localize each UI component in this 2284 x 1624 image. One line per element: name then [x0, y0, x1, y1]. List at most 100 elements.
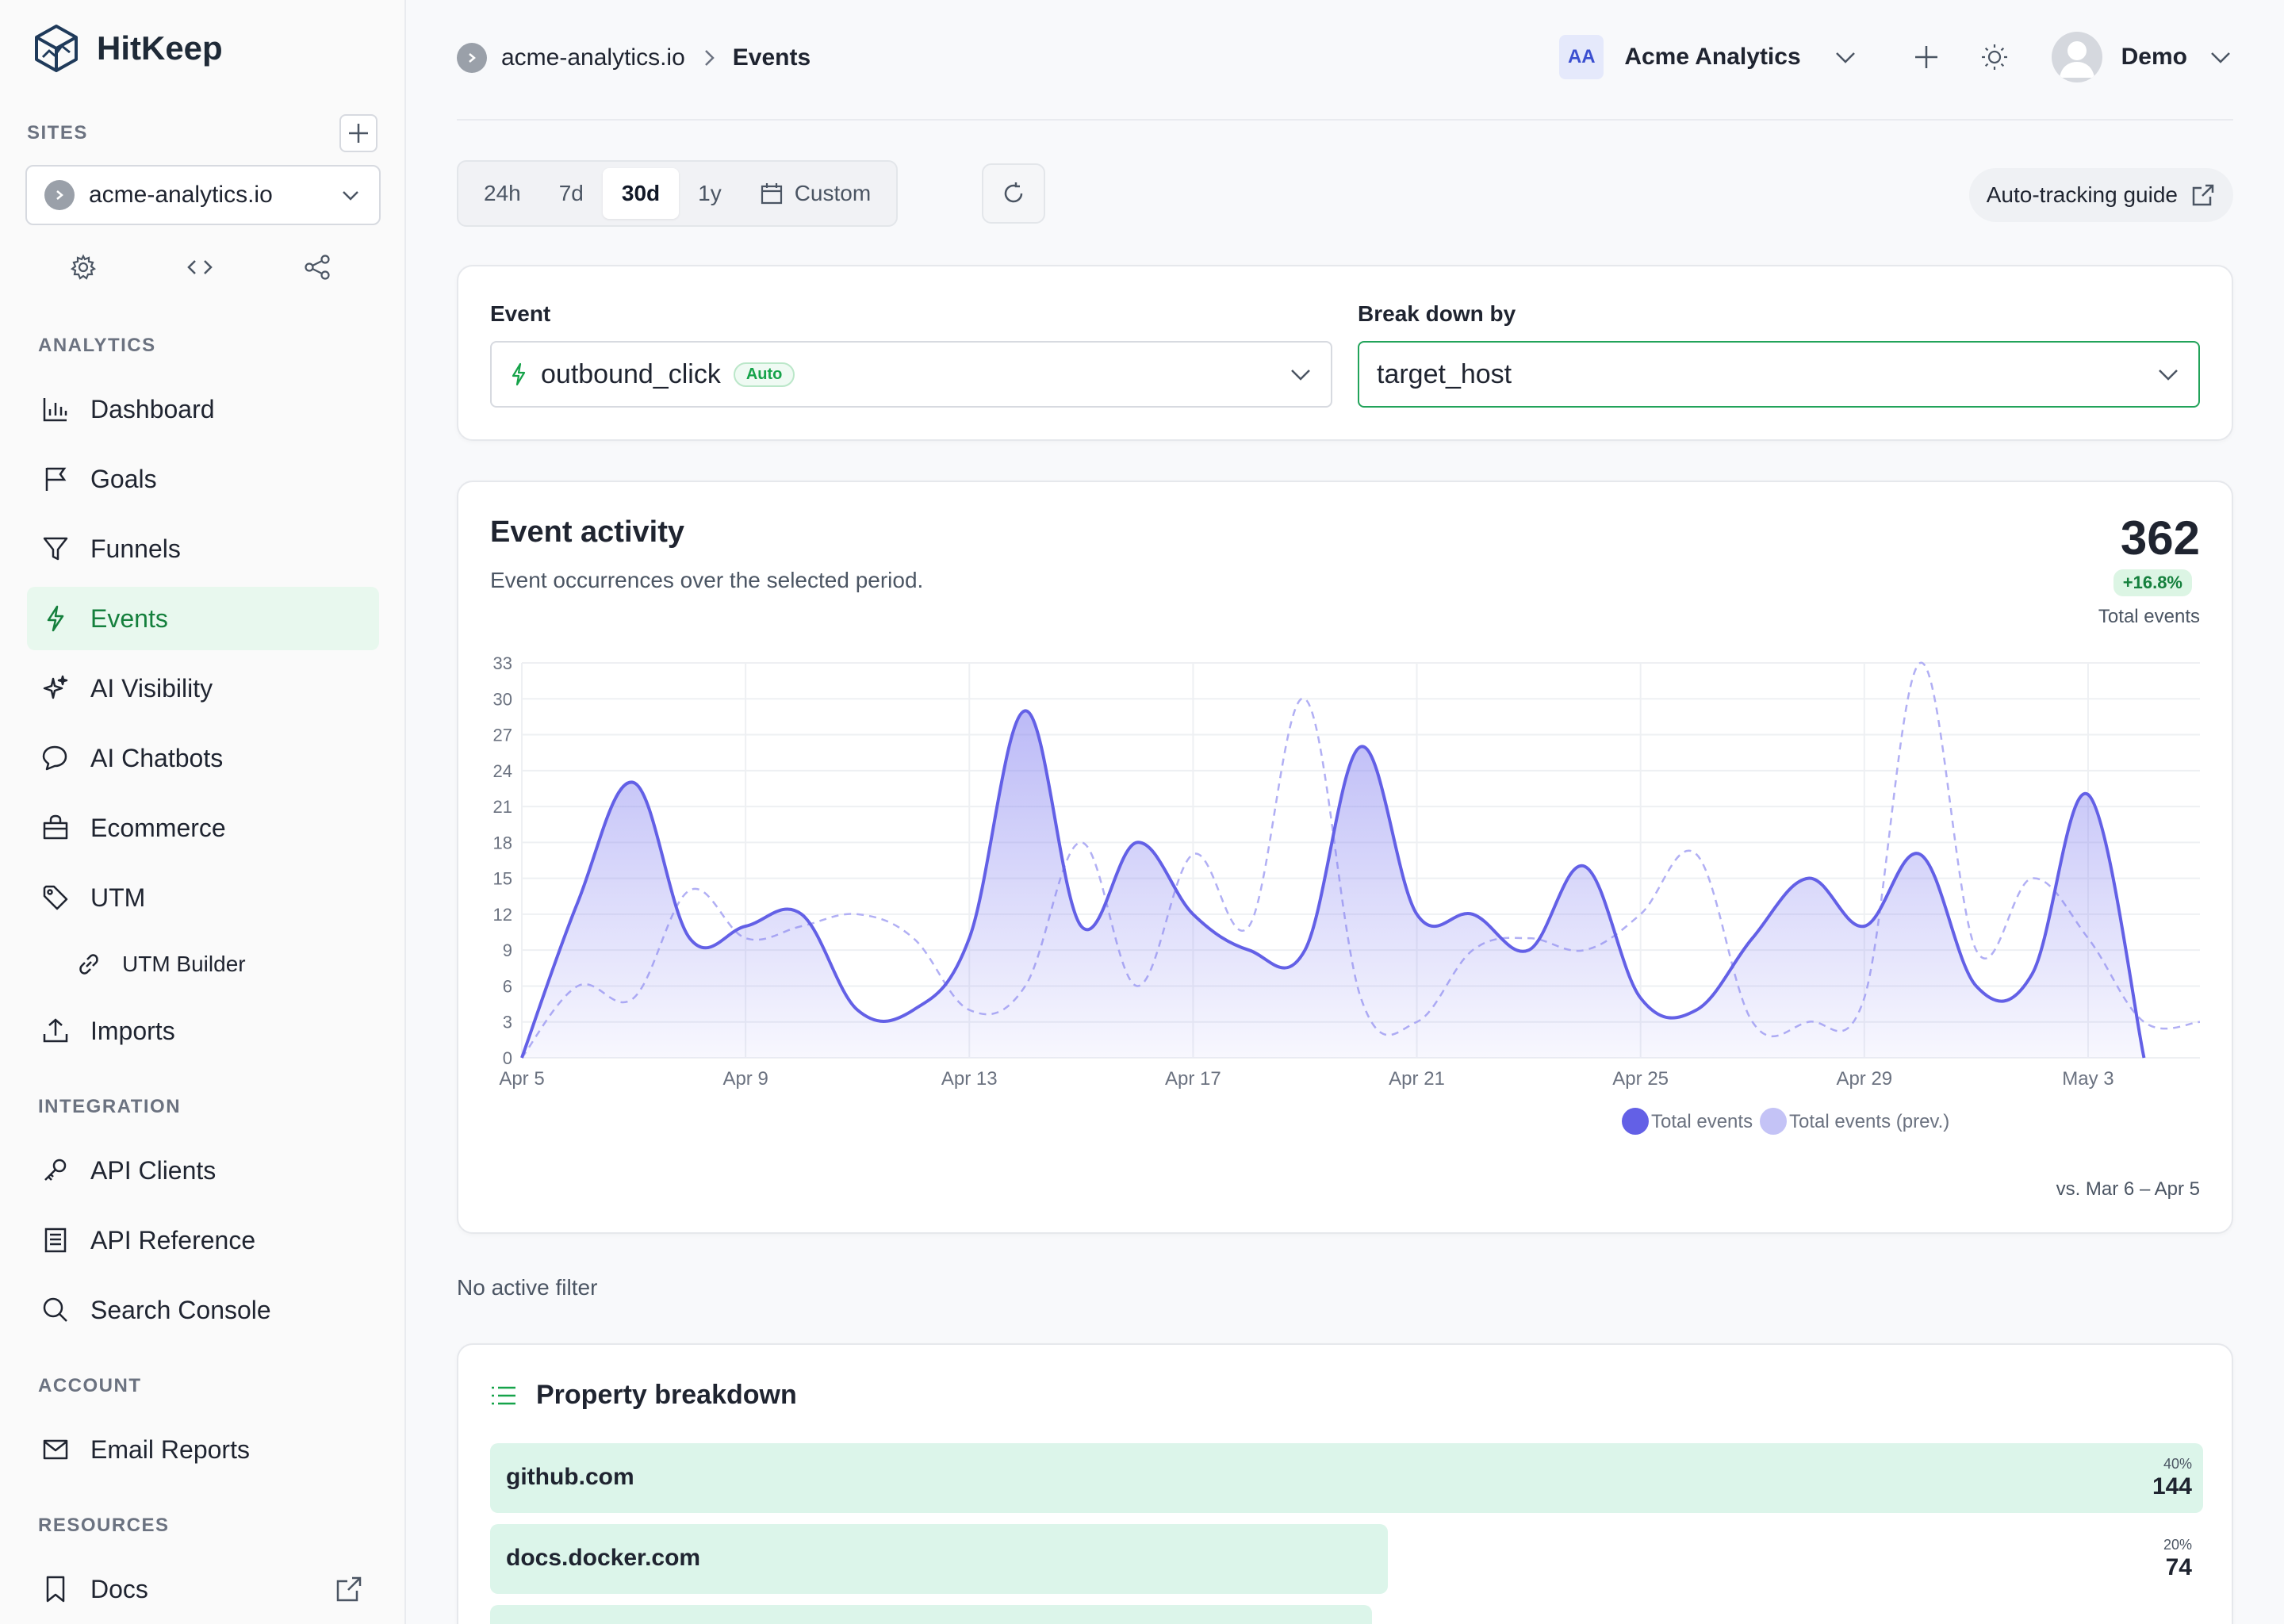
site-tools	[70, 254, 331, 281]
site-select[interactable]: acme-analytics.io	[25, 165, 381, 225]
upload-icon	[41, 1017, 70, 1045]
y-tick-label: 12	[493, 905, 512, 925]
sidebar-item-ai-chatbots[interactable]: AI Chatbots	[27, 726, 379, 790]
sidebar-item-label: Ecommerce	[90, 813, 226, 842]
org-badge: AA	[1559, 35, 1604, 79]
breakdown-row-percent: 20%	[2163, 1537, 2192, 1553]
total-events-label: Total events	[2098, 606, 2200, 627]
sidebar-item-label: Dashboard	[90, 394, 215, 423]
range-7d-button[interactable]: 7d	[558, 181, 584, 205]
range-24h-button[interactable]: 24h	[484, 181, 521, 205]
sidebar-item-label: UTM	[90, 883, 146, 912]
sidebar-item-label: Events	[90, 603, 168, 633]
chevron-down-icon	[1288, 362, 1313, 387]
event-activity-chart[interactable]: 0 3 6 9 12 15 18 21 24 27 30 33 Apr 5 Apr 9 Apr 13 Apr …	[458, 653, 2232, 1135]
code-icon[interactable]	[186, 254, 214, 281]
document-icon	[41, 1226, 70, 1254]
chevron-down-icon	[2156, 362, 2181, 387]
total-events-delta: +16.8%	[2113, 569, 2192, 596]
sidebar-item-email-reports[interactable]: Email Reports	[27, 1418, 379, 1481]
chevron-right-icon	[699, 47, 719, 69]
sidebar-item-ecommerce[interactable]: Ecommerce	[27, 796, 379, 860]
y-tick-label: 18	[493, 833, 512, 852]
mail-icon	[41, 1435, 70, 1464]
y-tick-label: 30	[493, 689, 512, 709]
sidebar-item-label: Email Reports	[90, 1434, 250, 1464]
event-value: outbound_click	[541, 358, 721, 389]
sidebar-item-events[interactable]: Events	[27, 587, 379, 650]
list-icon	[490, 1384, 517, 1408]
auto-tracking-guide-button[interactable]: Auto-tracking guide	[1968, 168, 2233, 222]
y-tick-label: 15	[493, 869, 512, 889]
sidebar-item-funnels[interactable]: Funnels	[27, 517, 379, 580]
org-name: Acme Analytics	[1624, 44, 1801, 70]
sidebar-item-label: Docs	[90, 1574, 148, 1603]
calendar-icon	[760, 182, 784, 205]
sites-label: SITES	[27, 122, 88, 144]
chevron-down-icon[interactable]	[2208, 44, 2233, 70]
section-label-analytics: ANALYTICS	[38, 335, 156, 356]
sidebar-item-imports[interactable]: Imports	[27, 999, 379, 1063]
sidebar-item-utm[interactable]: UTM	[27, 866, 379, 929]
breakdown-header: Property breakdown	[490, 1380, 797, 1411]
date-range-selector: 24h 7d 30d 1y Custom	[457, 160, 899, 227]
share-icon[interactable]	[303, 254, 331, 281]
breakdown-bar-fill	[490, 1443, 2203, 1513]
sidebar-item-api-reference[interactable]: API Reference	[27, 1208, 379, 1272]
sidebar-item-label: UTM Builder	[122, 952, 246, 976]
property-breakdown-card: Property breakdown github.com 40% 144 do…	[457, 1343, 2233, 1624]
breakdown-select[interactable]: target_host	[1358, 341, 2200, 408]
sidebar-item-dashboard[interactable]: Dashboard	[27, 377, 379, 441]
series-line-current	[520, 709, 2146, 1059]
external-link-icon	[335, 1575, 363, 1603]
y-tick-label: 3	[503, 1013, 512, 1032]
org-switcher[interactable]: AA Acme Analytics	[1559, 35, 1857, 79]
comparison-period: vs. Mar 6 – Apr 5	[2056, 1178, 2200, 1200]
avatar[interactable]	[2051, 32, 2102, 82]
range-30d-button[interactable]: 30d	[602, 168, 680, 219]
sidebar-item-goals[interactable]: Goals	[27, 447, 379, 511]
gear-icon[interactable]	[70, 254, 97, 281]
refresh-button[interactable]	[982, 163, 1045, 224]
range-1y-button[interactable]: 1y	[698, 181, 722, 205]
breadcrumb-site[interactable]: acme-analytics.io	[501, 44, 685, 71]
y-tick-label: 33	[493, 653, 512, 673]
x-tick-label: Apr 29	[1836, 1068, 1892, 1090]
breakdown-bar-fill	[490, 1605, 1373, 1624]
range-custom-button[interactable]: Custom	[741, 168, 890, 219]
sun-icon[interactable]	[1980, 43, 2009, 71]
x-tick-label: Apr 17	[1165, 1068, 1221, 1090]
chevron-down-icon	[1833, 44, 1858, 70]
event-field-label: Event	[490, 301, 551, 326]
breakdown-row[interactable]	[490, 1605, 2203, 1624]
breakdown-row-percent: 40%	[2163, 1456, 2192, 1472]
sidebar-item-api-clients[interactable]: API Clients	[27, 1139, 379, 1202]
sidebar-item-utm-builder[interactable]: UTM Builder	[62, 933, 379, 996]
add-site-button[interactable]	[339, 114, 377, 152]
x-tick-label: Apr 5	[499, 1068, 544, 1090]
breakdown-row[interactable]: github.com 40% 144	[490, 1443, 2203, 1513]
event-select[interactable]: outbound_click Auto	[490, 341, 1332, 408]
breakdown-row[interactable]: docs.docker.com 20% 74	[490, 1524, 2203, 1594]
sidebar-item-label: Goals	[90, 464, 157, 493]
x-tick-label: Apr 9	[722, 1068, 768, 1090]
sidebar-item-docs[interactable]: Docs	[27, 1557, 379, 1621]
sidebar-item-search-console[interactable]: Search Console	[27, 1278, 379, 1342]
sidebar-item-ai-visibility[interactable]: AI Visibility	[27, 657, 379, 720]
plus-icon[interactable]	[1912, 43, 1941, 71]
section-label-resources: RESOURCES	[38, 1515, 170, 1536]
sidebar-item-label: AI Visibility	[90, 673, 213, 703]
legend-swatch	[1622, 1108, 1649, 1135]
section-label-account: ACCOUNT	[38, 1375, 142, 1396]
breakdown-bar-fill	[490, 1524, 1388, 1594]
x-tick-label: Apr 13	[941, 1068, 998, 1090]
chat-icon	[41, 744, 70, 772]
sidebar: HitKeep SITES acme-analytics.io ANALYTIC…	[0, 0, 406, 1624]
site-favicon	[457, 43, 487, 73]
breakdown-row-count: 74	[2165, 1554, 2192, 1580]
site-favicon	[44, 180, 75, 210]
user-name[interactable]: Demo	[2121, 44, 2187, 70]
legend-label: Total events (prev.)	[1789, 1111, 1949, 1132]
logo[interactable]: HitKeep	[33, 24, 223, 73]
lightning-icon	[41, 604, 70, 633]
